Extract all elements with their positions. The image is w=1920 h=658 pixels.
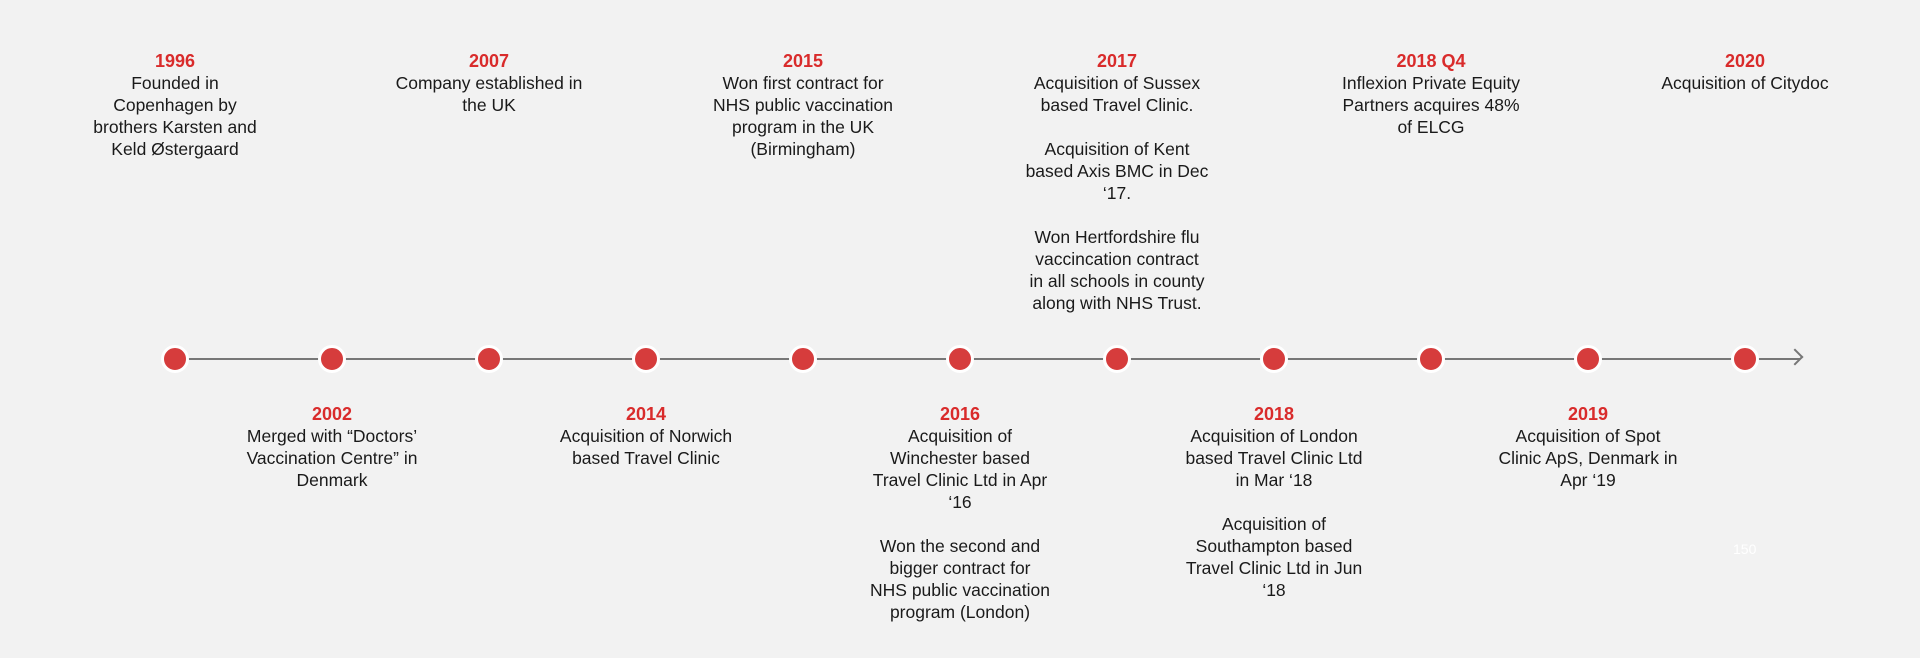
event-description: Acquisition of Sussex based Travel Clini… xyxy=(1025,73,1209,313)
event-year: 2015 xyxy=(782,51,824,71)
timeline-marker-2014 xyxy=(632,345,660,373)
timeline-event-1996: 1996 Founded in Copenhagen by brothers K… xyxy=(75,50,275,160)
event-year: 1996 xyxy=(154,51,196,71)
timeline-marker-1996 xyxy=(161,345,189,373)
event-year: 2017 xyxy=(1096,51,1138,71)
event-description: Acquisition of Spot Clinic ApS, Denmark … xyxy=(1498,426,1678,490)
timeline-marker-2016 xyxy=(946,345,974,373)
timeline-marker-2007 xyxy=(475,345,503,373)
timeline-marker-2002 xyxy=(318,345,346,373)
event-year: 2002 xyxy=(311,404,353,424)
event-year: 2014 xyxy=(625,404,667,424)
timeline-event-2017: 2017 Acquisition of Sussex based Travel … xyxy=(1017,50,1217,314)
event-year: 2019 xyxy=(1567,404,1609,424)
event-description: Inflexion Private Equity Partners acquir… xyxy=(1341,73,1520,137)
timeline-marker-2015 xyxy=(789,345,817,373)
event-description: Acquisition of London based Travel Clini… xyxy=(1185,426,1363,600)
timeline-event-2015: 2015 Won first contract for NHS public v… xyxy=(703,50,903,160)
timeline-marker-2020 xyxy=(1731,345,1759,373)
timeline-marker-2019 xyxy=(1574,345,1602,373)
event-year: 2018 xyxy=(1253,404,1295,424)
timeline-axis xyxy=(175,358,1800,360)
timeline-marker-2017 xyxy=(1103,345,1131,373)
timeline-event-2019: 2019 Acquisition of Spot Clinic ApS, Den… xyxy=(1488,403,1688,491)
timeline-event-2018-q4: 2018 Q4 Inflexion Private Equity Partner… xyxy=(1331,50,1531,138)
event-description: Won first contract for NHS public vaccin… xyxy=(713,73,893,159)
event-year: 2018 Q4 xyxy=(1396,51,1466,71)
timeline-event-2018: 2018 Acquisition of London based Travel … xyxy=(1174,403,1374,601)
event-description: Acquisition of Norwich based Travel Clin… xyxy=(559,426,733,468)
event-description: Acquisition of Citydoc xyxy=(1661,73,1829,93)
timeline-event-2002: 2002 Merged with “Doctors’ Vaccination C… xyxy=(232,403,432,491)
timeline-event-2016: 2016 Acquisition of Winchester based Tra… xyxy=(860,403,1060,623)
timeline-event-2020: 2020 Acquisition of Citydoc xyxy=(1645,50,1845,94)
timeline-arrow-icon xyxy=(1786,348,1804,366)
page-number: 150 xyxy=(1733,541,1757,557)
timeline-event-2014: 2014 Acquisition of Norwich based Travel… xyxy=(546,403,746,469)
event-year: 2016 xyxy=(939,404,981,424)
event-year: 2020 xyxy=(1724,51,1766,71)
event-year: 2007 xyxy=(468,51,510,71)
event-description: Founded in Copenhagen by brothers Karste… xyxy=(93,73,257,159)
timeline-marker-2018 xyxy=(1260,345,1288,373)
event-description: Merged with “Doctors’ Vaccination Centre… xyxy=(246,426,418,490)
timeline-event-2007: 2007 Company established in the UK xyxy=(389,50,589,116)
event-description: Acquisition of Winchester based Travel C… xyxy=(870,426,1050,622)
timeline-marker-2018-q4 xyxy=(1417,345,1445,373)
event-description: Company established in the UK xyxy=(395,73,583,115)
